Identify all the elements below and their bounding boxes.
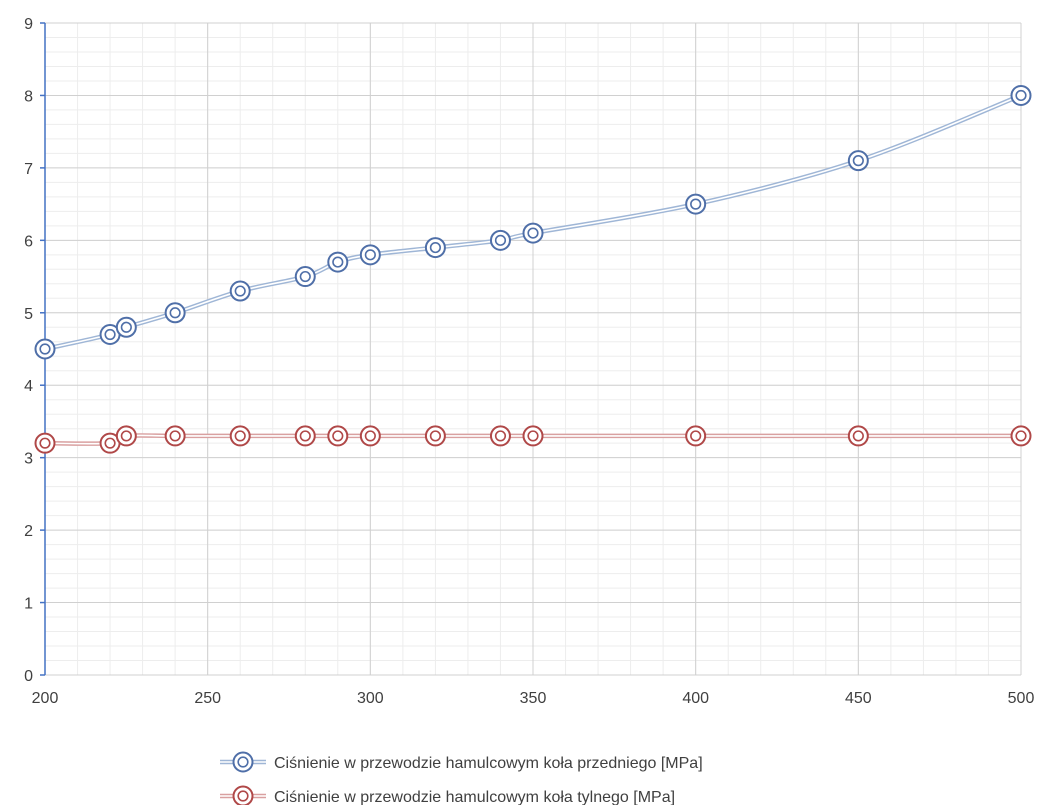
y-tick-label: 9 (24, 16, 33, 33)
series-0-marker-inner (690, 198, 702, 210)
series-1-marker-inner (527, 430, 539, 442)
y-tick-label: 6 (24, 233, 33, 250)
series-0-marker-inner (169, 307, 181, 319)
series-0-marker-inner (120, 321, 132, 333)
series-0 (34, 84, 1032, 360)
series-0-marker-inner (299, 270, 311, 283)
y-tick-label: 3 (24, 451, 33, 468)
series-1-marker-inner (169, 430, 181, 442)
series-0-marker-inner (1015, 89, 1027, 102)
series-0-marker-inner (104, 328, 116, 341)
series-1-marker-inner (120, 430, 132, 442)
legend-item-1-marker-inner (237, 790, 249, 802)
legend-item-1: Ciśnienie w przewodzie hamulcowym koła t… (220, 785, 675, 805)
y-tick-label: 7 (24, 161, 33, 178)
series-0-marker-inner (332, 256, 344, 268)
series-0-marker-inner (429, 241, 442, 254)
x-tick-label: 400 (682, 690, 709, 707)
x-tick-label: 350 (520, 690, 547, 707)
series-1-marker-inner (1015, 430, 1027, 442)
y-tick-label: 0 (24, 668, 33, 685)
series-1 (34, 425, 1032, 454)
series-1-marker-inner (332, 430, 344, 442)
series-0-marker-inner (852, 155, 864, 167)
y-tick-label: 8 (24, 88, 33, 105)
series-layer (34, 84, 1032, 454)
series-0-marker-inner (494, 234, 507, 246)
series-0-marker-inner (234, 285, 246, 297)
y-tick-label: 2 (24, 523, 33, 540)
legend-label: Ciśnienie w przewodzie hamulcowym koła p… (274, 755, 703, 772)
y-tick-label: 4 (24, 378, 33, 395)
x-tick-label: 300 (357, 690, 384, 707)
major-gridlines (44, 22, 1022, 676)
series-1-marker-inner (299, 430, 311, 442)
x-tick-label: 450 (845, 690, 872, 707)
series-1-marker-inner (104, 437, 116, 449)
series-0-marker-inner (39, 343, 51, 355)
y-tick-label: 1 (24, 596, 33, 613)
series-1-marker-inner (364, 430, 376, 442)
series-0-marker-inner (527, 227, 539, 239)
series-1-marker-inner (690, 430, 702, 442)
legend-item-0-marker-inner (237, 756, 249, 768)
x-tick-label: 200 (32, 690, 59, 707)
series-1-marker-inner (39, 437, 51, 449)
series-1-marker-inner (852, 430, 864, 442)
series-0-marker-inner (364, 249, 376, 261)
legend-label: Ciśnienie w przewodzie hamulcowym koła t… (274, 789, 675, 805)
x-tick-label: 500 (1008, 690, 1035, 707)
series-1-marker-inner (234, 430, 246, 442)
x-tick-label: 250 (194, 690, 221, 707)
series-1-marker-inner (429, 430, 442, 442)
legend-item-0: Ciśnienie w przewodzie hamulcowym koła p… (220, 751, 703, 773)
series-1-marker-inner (494, 430, 507, 442)
legend: Ciśnienie w przewodzie hamulcowym koła p… (220, 751, 703, 805)
tick-labels: 200 250 300 350 400 450 500 0 1 2 3 4 5 6 7 8 9 (24, 16, 1034, 707)
series-0-line-inner (44, 94, 1022, 350)
y-tick-label: 5 (24, 306, 33, 323)
